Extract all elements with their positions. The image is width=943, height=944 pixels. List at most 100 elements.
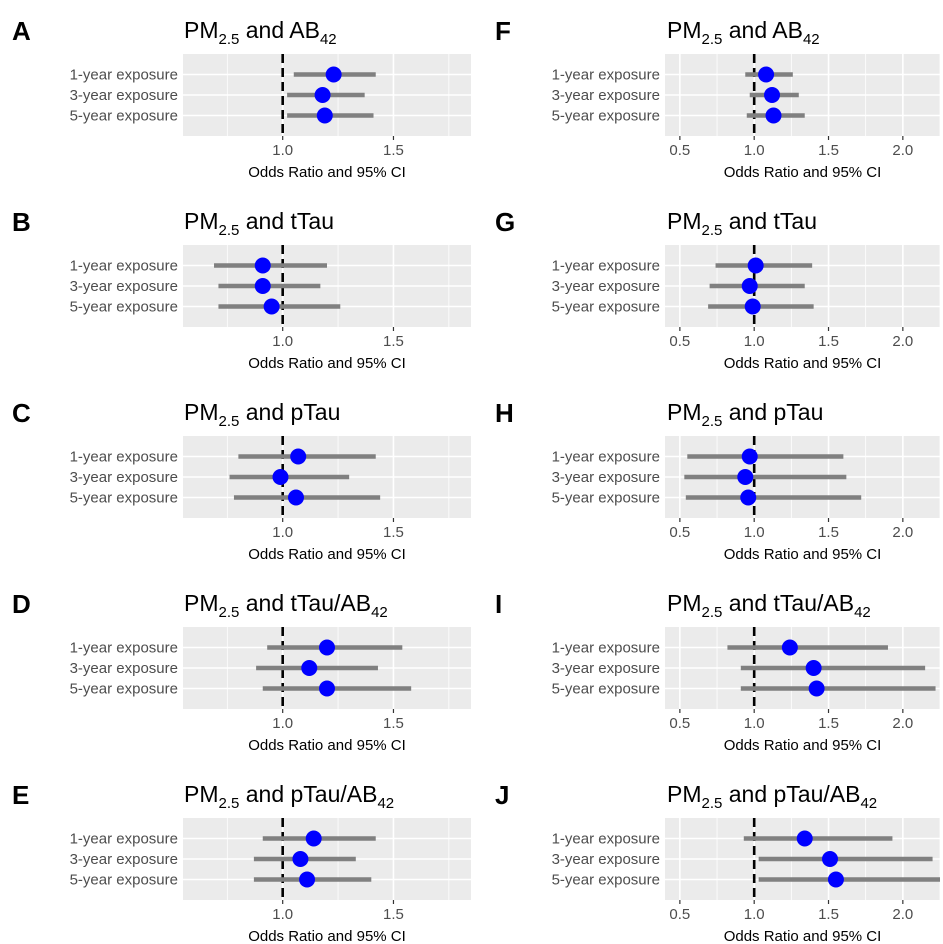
x-axis-title: Odds Ratio and 95% CI (724, 164, 882, 181)
x-tick-label: 0.5 (669, 906, 690, 923)
panel-e: E PM2.5 and pTau/AB42 1-year exposure 3-yea… (12, 780, 471, 944)
panel-letter: I (495, 589, 502, 619)
panel-title-mid: and AB (722, 17, 803, 43)
panel-title-sub: 2.5 (702, 222, 723, 239)
x-tick-label: 1.5 (818, 906, 839, 923)
panel-letter: G (495, 207, 515, 237)
panel-f: F PM2.5 and AB42 1-year exposure 3-year exp… (495, 16, 940, 181)
estimate-point (828, 872, 844, 888)
panel-title-sub: 2.5 (219, 222, 240, 239)
estimate-point (758, 67, 774, 83)
estimate-point (290, 449, 306, 465)
category-label: 5-year exposure (70, 681, 178, 698)
panel-title-sub: 2.5 (219, 413, 240, 430)
panel-title-sub2: 42 (854, 604, 871, 621)
x-tick-label: 2.0 (892, 715, 913, 732)
category-label: 5-year exposure (70, 872, 178, 889)
category-label: 1-year exposure (552, 640, 660, 657)
panel-title: PM2.5 and pTau (184, 399, 340, 430)
x-tick-label: 1.0 (272, 333, 293, 350)
panel-title: PM2.5 and tTau/AB42 (184, 590, 388, 621)
estimate-point (806, 660, 822, 676)
panel-title-main: PM (667, 399, 702, 425)
category-label: 5-year exposure (70, 490, 178, 507)
panel-title-mid: and pTau/AB (239, 781, 377, 807)
panel-title-main: PM (667, 17, 702, 43)
category-label: 5-year exposure (70, 299, 178, 316)
x-tick-label: 1.0 (272, 715, 293, 732)
x-tick-label: 2.0 (892, 906, 913, 923)
panel-title: PM2.5 and pTau/AB42 (184, 781, 394, 812)
panel-title-main: PM (184, 590, 219, 616)
category-label: 3-year exposure (70, 660, 178, 677)
category-label: 3-year exposure (70, 469, 178, 486)
panel-j: J PM2.5 and pTau/AB42 1-year exposure 3-yea… (495, 780, 940, 944)
panel-title-sub: 2.5 (219, 795, 240, 812)
panel-i: I PM2.5 and tTau/AB42 1-year exposure 3-yea… (495, 589, 940, 754)
panel-title-sub2: 42 (860, 795, 877, 812)
panel-title-sub: 2.5 (702, 604, 723, 621)
panel-letter: B (12, 207, 31, 237)
x-tick-label: 1.5 (383, 715, 404, 732)
x-axis-title: Odds Ratio and 95% CI (248, 355, 406, 372)
category-label: 5-year exposure (552, 681, 660, 698)
estimate-point (740, 490, 756, 506)
estimate-point (797, 831, 813, 847)
category-label: 3-year exposure (70, 851, 178, 868)
panel-letter: E (12, 780, 29, 810)
panel-title-main: PM (184, 208, 219, 234)
estimate-point (764, 87, 780, 103)
panel-title-mid: and AB (239, 17, 320, 43)
panel-h: H PM2.5 and pTau 1-year exposure 3-year exp… (495, 398, 940, 563)
estimate-point (315, 87, 331, 103)
x-tick-label: 1.0 (744, 906, 765, 923)
panel-title-sub2: 42 (320, 31, 337, 48)
estimate-point (766, 108, 782, 124)
x-tick-label: 1.5 (818, 715, 839, 732)
category-label: 3-year exposure (70, 87, 178, 104)
x-tick-label: 1.5 (818, 524, 839, 541)
panel-title-main: PM (184, 399, 219, 425)
x-axis-title: Odds Ratio and 95% CI (724, 737, 882, 754)
estimate-point (319, 681, 335, 697)
panel-title-sub2: 42 (371, 604, 388, 621)
estimate-point (742, 449, 758, 465)
panel-title-mid: and pTau (722, 399, 823, 425)
panel-g: G PM2.5 and tTau 1-year exposure 3-year exp… (495, 207, 940, 372)
estimate-point (737, 469, 753, 485)
x-tick-label: 1.0 (744, 333, 765, 350)
category-label: 1-year exposure (70, 831, 178, 848)
panel-letter: A (12, 16, 31, 46)
x-tick-label: 1.0 (744, 715, 765, 732)
category-label: 1-year exposure (552, 258, 660, 275)
x-axis-title: Odds Ratio and 95% CI (724, 546, 882, 563)
estimate-point (822, 851, 838, 867)
estimate-point (742, 278, 758, 294)
panel-title: PM2.5 and pTau (667, 399, 823, 430)
category-label: 1-year exposure (70, 449, 178, 466)
panel-title-main: PM (667, 590, 702, 616)
panel-title: PM2.5 and tTau (184, 208, 334, 239)
category-label: 3-year exposure (552, 87, 660, 104)
panel-letter: J (495, 780, 509, 810)
panel-title-mid: and tTau/AB (239, 590, 371, 616)
x-tick-label: 2.0 (892, 524, 913, 541)
panel-title-mid: and pTau/AB (722, 781, 860, 807)
x-tick-label: 1.5 (383, 906, 404, 923)
panel-letter: F (495, 16, 511, 46)
x-tick-label: 2.0 (892, 333, 913, 350)
panel-title-main: PM (667, 781, 702, 807)
x-tick-label: 1.5 (383, 142, 404, 159)
estimate-point (748, 258, 764, 274)
category-label: 5-year exposure (70, 108, 178, 125)
panel-title-main: PM (184, 17, 219, 43)
category-label: 5-year exposure (552, 299, 660, 316)
x-tick-label: 1.0 (744, 524, 765, 541)
category-label: 3-year exposure (70, 278, 178, 295)
estimate-point (288, 490, 304, 506)
panel-title-sub2: 42 (803, 31, 820, 48)
category-label: 1-year exposure (552, 449, 660, 466)
panel-title-sub: 2.5 (702, 413, 723, 430)
x-tick-label: 1.0 (744, 142, 765, 159)
estimate-point (264, 299, 280, 315)
